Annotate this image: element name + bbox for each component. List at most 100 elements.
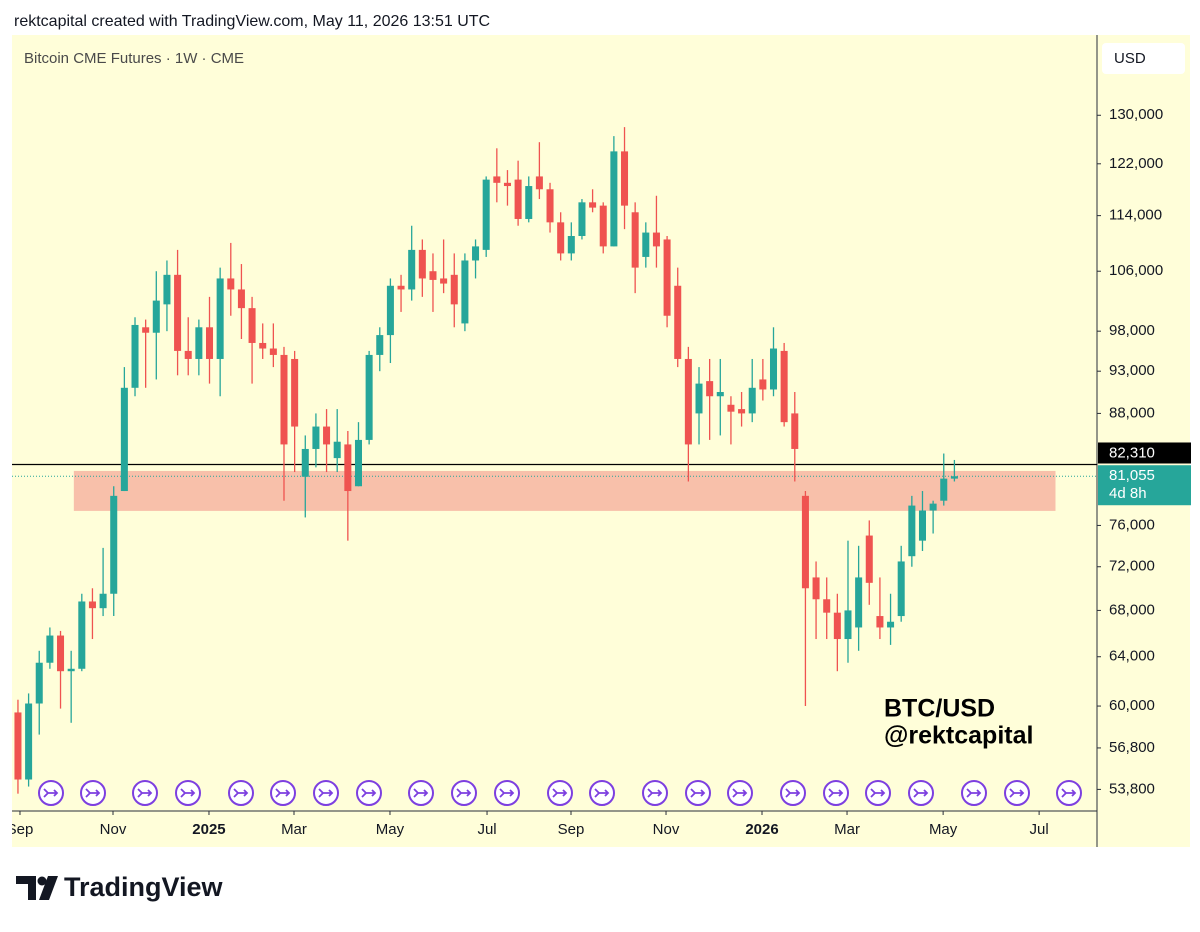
y-tick-label: 98,000: [1109, 322, 1155, 339]
event-arrow: [732, 788, 748, 798]
y-tick-label: 72,000: [1109, 558, 1155, 575]
candle-body: [855, 577, 863, 628]
event-arrow: [913, 788, 929, 798]
candle-body: [131, 324, 139, 388]
y-tick-label: 53,800: [1109, 780, 1155, 797]
event-icon: [80, 780, 106, 806]
x-tick-label: Sep: [7, 821, 34, 838]
x-tick-label: May: [929, 821, 958, 838]
candle-body: [99, 593, 107, 609]
candle-body: [525, 186, 533, 219]
event-icon: [408, 780, 434, 806]
event-icon: [727, 780, 753, 806]
candle-body: [674, 285, 682, 359]
event-arrow: [137, 788, 153, 798]
logo-mark: [16, 876, 58, 900]
event-arrow: [499, 788, 515, 798]
event-icon: [494, 780, 520, 806]
event-icon: [270, 780, 296, 806]
candle-body: [695, 383, 703, 414]
event-arrow: [1061, 788, 1077, 798]
x-tick-label: Jul: [1030, 821, 1049, 838]
candle-body: [706, 381, 714, 397]
candle-body: [354, 439, 362, 487]
candle-body: [716, 392, 724, 397]
event-arrow: [966, 788, 982, 798]
candle-body: [876, 616, 884, 628]
hline-price-label: 82,310: [1109, 444, 1155, 461]
candle-body: [418, 249, 426, 279]
candle-body: [46, 635, 54, 663]
candle-body: [429, 271, 437, 280]
event-arrow: [870, 788, 886, 798]
candle-body: [610, 151, 618, 247]
y-tick-label: 88,000: [1109, 404, 1155, 421]
y-tick-label: 60,000: [1109, 697, 1155, 714]
candle-body: [248, 308, 256, 343]
hline-price-box: [1098, 442, 1191, 464]
y-tick-label: 68,000: [1109, 601, 1155, 618]
x-tick-label: Nov: [100, 821, 127, 838]
candle-body: [950, 476, 958, 479]
candle-body: [599, 205, 607, 247]
candle-body: [546, 189, 554, 223]
candle-body: [333, 441, 341, 459]
candle-body: [365, 354, 373, 440]
y-tick-label: 56,800: [1109, 739, 1155, 756]
candle-body: [408, 249, 416, 290]
candle-body: [57, 635, 65, 672]
candle-body: [280, 354, 288, 445]
event-icon: [356, 780, 382, 806]
x-tick-label: Jul: [477, 821, 496, 838]
event-icon: [823, 780, 849, 806]
candle-body: [780, 350, 788, 423]
candle-body: [578, 202, 586, 236]
annotation: @rektcapital: [884, 722, 1033, 750]
event-arrow: [413, 788, 429, 798]
event-icon: [780, 780, 806, 806]
candle-body: [386, 285, 394, 336]
candle-body: [110, 495, 118, 594]
event-arrow: [180, 788, 196, 798]
last-price-label: 81,055: [1109, 467, 1155, 484]
event-arrow: [1009, 788, 1025, 798]
event-icon: [589, 780, 615, 806]
candle-body: [791, 413, 799, 449]
candle-body: [844, 610, 852, 640]
event-arrow: [828, 788, 844, 798]
event-arrow: [785, 788, 801, 798]
candle-body: [897, 561, 905, 617]
candle-body: [472, 246, 480, 261]
candle-body: [344, 444, 352, 492]
candle-body: [535, 176, 543, 190]
event-arrow: [318, 788, 334, 798]
currency-label: USD: [1114, 50, 1146, 67]
support-zone: [73, 470, 1056, 511]
y-tick-label: 122,000: [1109, 155, 1163, 172]
event-arrow: [275, 788, 291, 798]
logo-text: TradingView: [64, 872, 224, 902]
candle-body: [216, 278, 224, 359]
chart-title: Bitcoin CME Futures · 1W · CME: [24, 50, 244, 67]
event-arrow: [690, 788, 706, 798]
event-icon: [132, 780, 158, 806]
event-icon: [547, 780, 573, 806]
candle-body: [557, 222, 565, 254]
candle-body: [142, 327, 150, 333]
candle-body: [450, 274, 458, 305]
last-price-box: [1098, 465, 1191, 506]
candle-body: [120, 387, 128, 492]
candle-body: [589, 202, 597, 208]
currency-box: [1102, 43, 1185, 74]
event-icon: [1056, 780, 1082, 806]
candle-body: [684, 358, 692, 445]
x-tick-label: 2026: [745, 821, 778, 838]
event-icon: [228, 780, 254, 806]
candle-body: [88, 601, 96, 609]
candle-body: [918, 510, 926, 541]
candle-body: [652, 232, 660, 247]
candle-body: [376, 335, 384, 355]
x-tick-label: Mar: [281, 821, 307, 838]
candle-body: [940, 478, 948, 501]
